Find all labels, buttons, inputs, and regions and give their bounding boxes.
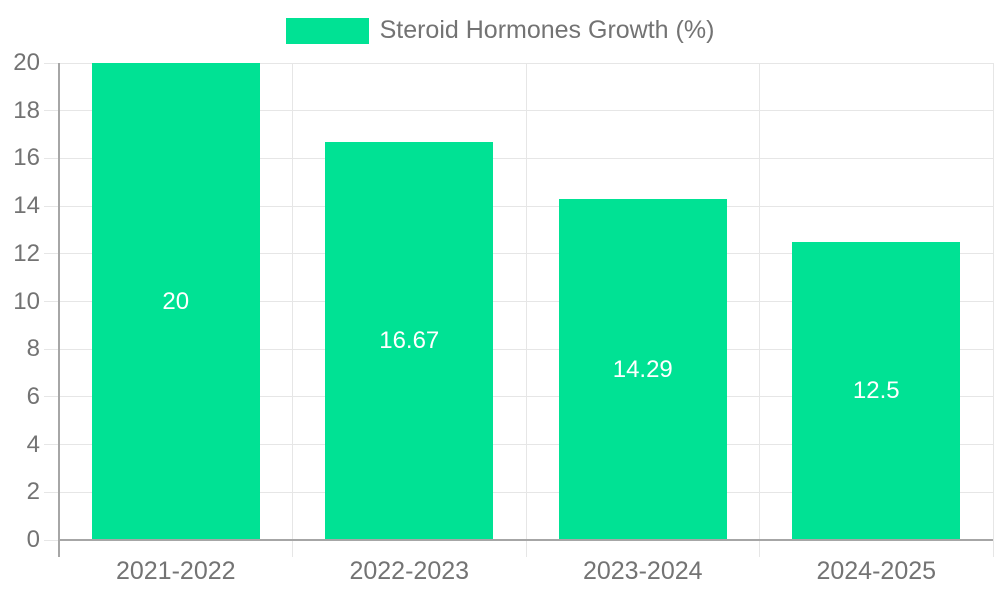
y-axis-line: [58, 63, 60, 557]
bar-2023-2024[interactable]: [558, 199, 727, 540]
y-axis-tick-label: 0: [26, 526, 40, 553]
bar-2022-2023[interactable]: [325, 142, 494, 540]
bar-value-label: 12.5: [852, 376, 900, 404]
y-gridline: [44, 301, 993, 302]
y-axis-tick-label: 6: [26, 382, 40, 410]
y-gridline: [44, 444, 993, 446]
y-gridline: [44, 157, 993, 159]
x-gridline: [292, 63, 293, 557]
y-gridline: [44, 348, 993, 350]
chart-legend[interactable]: Steroid Hormones Growth (%): [0, 16, 1000, 45]
x-gridline: [525, 63, 527, 557]
x-axis-tick-label: 2023-2024: [582, 557, 703, 585]
y-axis-tick-label: 10: [13, 287, 40, 315]
bar-value-label: 14.29: [612, 355, 673, 383]
y-axis-tick-label: 2: [26, 478, 40, 506]
bar-2024-2025[interactable]: [792, 241, 961, 540]
y-axis-tick-label: 14: [13, 192, 40, 220]
y-axis-tick-label: 18: [13, 96, 40, 124]
bar-value-label: 16.67: [379, 327, 440, 355]
y-axis-tick-label: 20: [13, 49, 40, 76]
y-axis-tick-label: 4: [26, 430, 40, 458]
y-gridline: [44, 62, 993, 64]
y-axis-tick-label: 8: [26, 335, 40, 363]
y-axis-tick-label: 16: [13, 144, 40, 172]
x-axis-tick-label: 2021-2022: [115, 557, 236, 585]
bar-2021-2022[interactable]: [91, 63, 260, 540]
y-gridline: [44, 396, 993, 398]
y-gridline: [44, 110, 993, 112]
x-axis-tick-label: 2022-2023: [349, 557, 470, 585]
x-axis-line: [59, 539, 993, 541]
bar-value-label: 20: [162, 287, 190, 315]
x-gridline: [992, 63, 994, 557]
x-axis-tick-label: 2024-2025: [816, 557, 937, 585]
y-gridline: [44, 205, 993, 207]
x-gridline: [759, 63, 760, 557]
y-gridline: [44, 253, 993, 255]
legend-swatch: [285, 17, 369, 44]
legend-label: Steroid Hormones Growth (%): [379, 16, 715, 44]
y-gridline: [44, 491, 993, 493]
y-axis-tick-label: 12: [13, 239, 40, 267]
